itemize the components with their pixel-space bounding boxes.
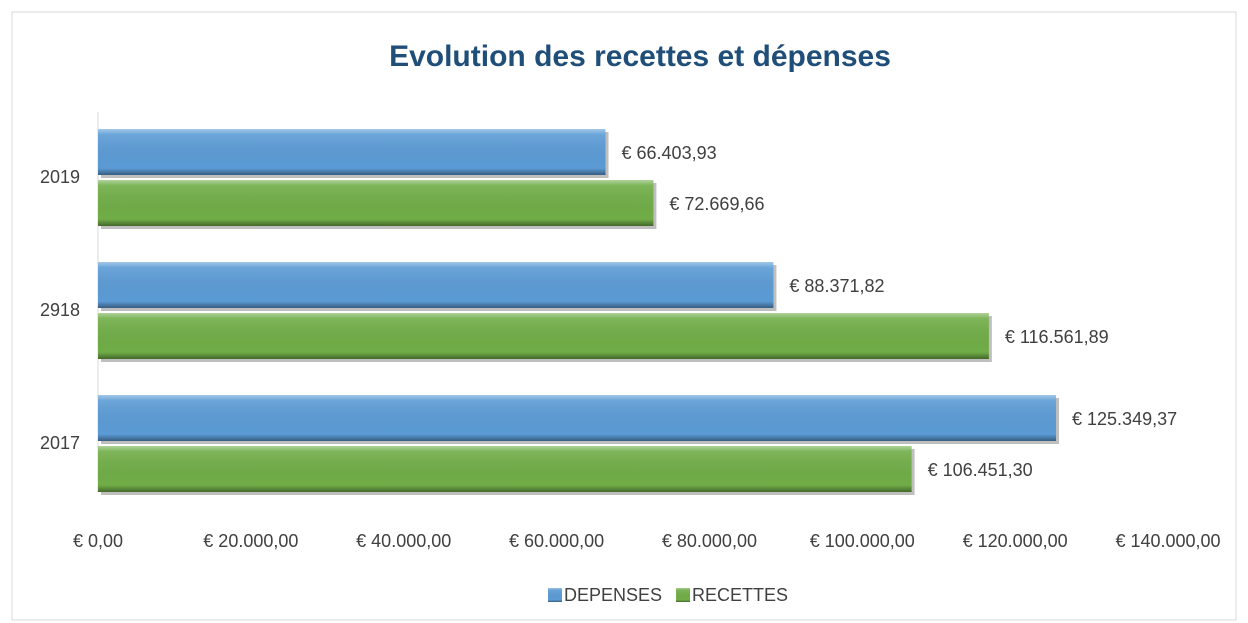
legend-label: RECETTES	[692, 585, 788, 605]
x-tick-label: € 80.000,00	[662, 531, 757, 551]
bar-bevel	[98, 180, 654, 226]
x-tick-label: € 20.000,00	[203, 531, 298, 551]
bar-bevel	[98, 446, 912, 492]
bar-bevel	[98, 395, 1057, 441]
y-tick-label: 2918	[40, 300, 80, 320]
x-tick-label: € 60.000,00	[509, 531, 604, 551]
legend-swatch-bevel	[548, 588, 562, 602]
data-label: € 88.371,82	[789, 276, 884, 296]
bar-bevel	[98, 262, 774, 308]
legend-swatch-bevel	[676, 588, 691, 602]
x-tick-label: € 0,00	[73, 531, 123, 551]
chart-title: Evolution des recettes et dépenses	[389, 40, 891, 73]
data-label: € 116.561,89	[1005, 327, 1109, 347]
data-label: € 72.669,66	[669, 194, 764, 214]
x-tick-label: € 140.000,00	[1115, 531, 1220, 551]
data-label: € 125.349,37	[1072, 409, 1177, 429]
x-tick-label: € 40.000,00	[356, 531, 451, 551]
x-tick-label: € 100.000,00	[810, 531, 915, 551]
legend-label: DEPENSES	[564, 585, 662, 605]
x-tick-label: € 120.000,00	[963, 531, 1068, 551]
bar-bevel	[98, 129, 606, 175]
bar-bevel	[98, 313, 989, 359]
y-tick-label: 2019	[40, 167, 80, 187]
data-label: € 66.403,93	[622, 143, 717, 163]
y-tick-label: 2017	[40, 433, 80, 453]
data-label: € 106.451,30	[928, 460, 1033, 480]
